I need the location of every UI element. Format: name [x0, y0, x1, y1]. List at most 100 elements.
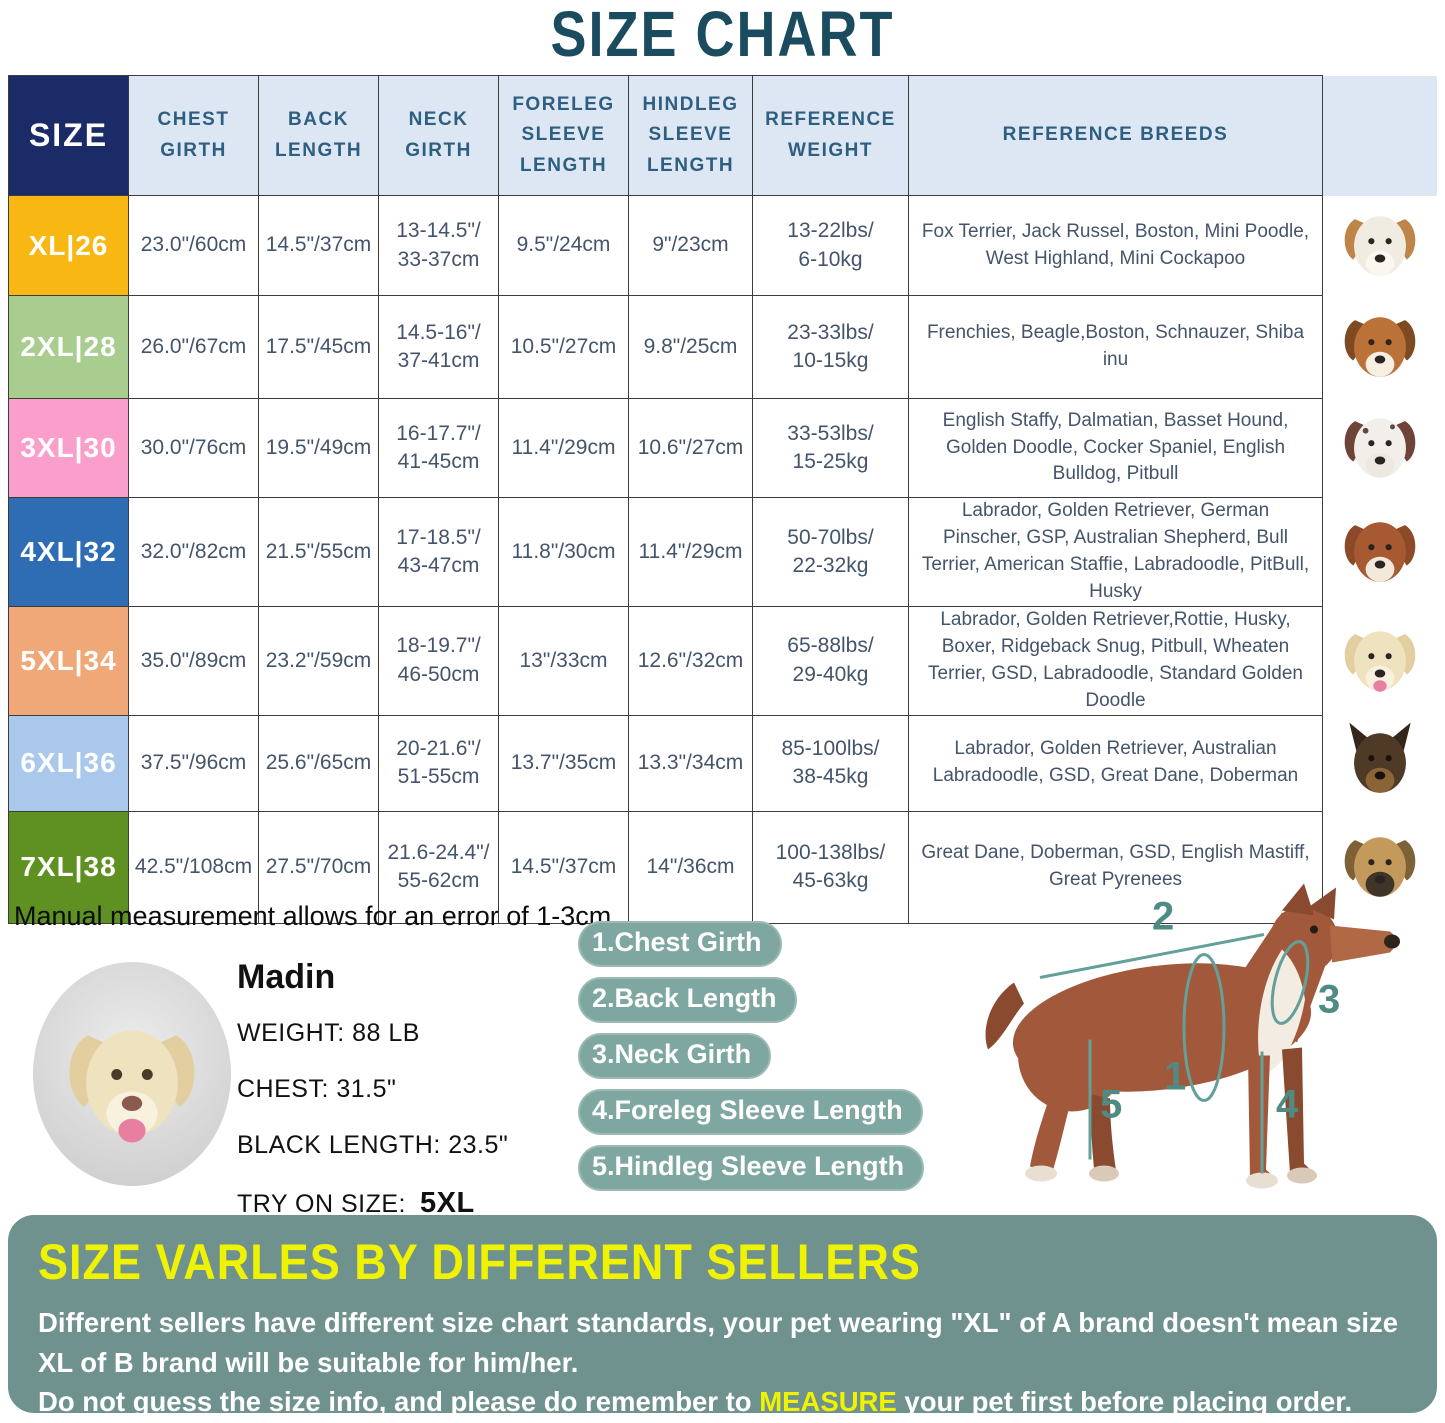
size-badge: 3XL|30 [8, 398, 129, 498]
page-title: SIZE CHART [550, 0, 895, 70]
col-header-back-length: BACK LENGTH [258, 75, 379, 196]
model-name: Madin [237, 958, 336, 996]
legend-chest-girth: 1.Chest Girth [578, 921, 782, 967]
table-row: 5XL|34 35.0"/89cm 23.2"/59cm 18-19.7"/ 4… [8, 605, 1438, 716]
col-header-chest-girth: CHEST GIRTH [128, 75, 259, 196]
size-badge: 2XL|28 [8, 295, 129, 399]
chest-girth-cell: 37.5"/96cm [128, 714, 259, 812]
labrador-photo [1344, 631, 1416, 692]
hindleg-sleeve-cell: 9.8"/25cm [628, 295, 753, 399]
diagram-number-3: 3 [1318, 978, 1340, 1022]
jack-russell-photo [1344, 215, 1416, 276]
chest-girth-loop [1182, 953, 1226, 1102]
legend-foreleg-sleeve: 4.Foreleg Sleeve Length [578, 1089, 923, 1135]
foreleg-sleeve-cell: 10.5"/27cm [498, 295, 629, 399]
great-dane-photo [1344, 837, 1416, 898]
try-on-label: TRY ON SIZE: [237, 1190, 407, 1218]
table-row: 7XL|38 42.5"/108cm 27.5"/70cm 21.6-24.4"… [8, 810, 1438, 924]
chest-girth-cell: 26.0"/67cm [128, 295, 259, 399]
chest-girth-cell: 30.0"/76cm [128, 398, 259, 498]
col-header-size: SIZE [8, 75, 129, 196]
col-header-foreleg-sleeve: FORELEG SLEEVE LENGTH [498, 75, 629, 196]
col-header-reference-breeds: REFERENCE BREEDS [908, 75, 1323, 196]
back-length-cell: 14.5"/37cm [258, 195, 379, 296]
back-length-cell: 27.5"/70cm [258, 810, 379, 924]
diagram-number-4: 4 [1276, 1083, 1299, 1127]
reference-breeds-cell: Labrador, Golden Retriever, German Pinsc… [908, 497, 1323, 607]
foreleg-sleeve-cell: 13.7"/35cm [498, 714, 629, 812]
hindleg-sleeve-cell: 10.6"/27cm [628, 398, 753, 498]
beagle-photo [1344, 317, 1416, 377]
legend-hindleg-sleeve: 5.Hindleg Sleeve Length [578, 1145, 925, 1191]
amstaff-photo [1344, 522, 1416, 582]
size-badge: XL|26 [8, 195, 129, 296]
diagram-number-2: 2 [1152, 895, 1174, 939]
model-try-on: TRY ON SIZE: 5XL [237, 1187, 508, 1220]
chest-girth-cell: 23.0"/60cm [128, 195, 259, 296]
measurement-error-note: Manual measurement allows for an error o… [14, 901, 612, 931]
dog-measurement-diagram: 2 3 1 5 4 [985, 883, 1400, 1189]
hindleg-sleeve-cell: 13.3"/34cm [628, 714, 753, 812]
german-shepherd-photo [1349, 722, 1411, 794]
size-table: SIZE CHEST GIRTH BACK LENGTH NECK GIRTH … [8, 75, 1438, 924]
notice-p2-suffix: your pet first before placing order. [896, 1386, 1353, 1418]
hindleg-sleeve-cell: 12.6"/32cm [628, 605, 753, 716]
labrador-portrait-icon [69, 1030, 195, 1143]
back-length-cell: 17.5"/45cm [258, 295, 379, 399]
size-badge: 6XL|36 [8, 714, 129, 812]
neck-girth-cell: 13-14.5"/ 33-37cm [378, 195, 499, 296]
back-length-cell: 25.6"/65cm [258, 714, 379, 812]
photo-cell [1322, 811, 1438, 924]
legend-back-length: 2.Back Length [578, 977, 797, 1023]
measure-highlight: MEASURE [759, 1386, 897, 1418]
col-header-neck-girth: NECK GIRTH [378, 75, 499, 196]
diagram-number-5: 5 [1100, 1083, 1122, 1127]
chest-girth-cell: 42.5"/108cm [128, 810, 259, 924]
size-badge: 4XL|32 [8, 497, 129, 607]
photo-cell [1322, 195, 1438, 296]
reference-breeds-cell: Frenchies, Beagle,Boston, Schnauzer, Shi… [908, 295, 1323, 399]
neck-girth-cell: 18-19.7"/ 46-50cm [378, 605, 499, 716]
foreleg-sleeve-cell: 11.4"/29cm [498, 398, 629, 498]
reference-weight-cell: 50-70lbs/ 22-32kg [752, 497, 909, 607]
reference-weight-cell: 100-138lbs/ 45-63kg [752, 810, 909, 924]
neck-girth-cell: 17-18.5"/ 43-47cm [378, 497, 499, 607]
foreleg-sleeve-cell: 9.5"/24cm [498, 195, 629, 296]
back-length-cell: 19.5"/49cm [258, 398, 379, 498]
chest-girth-cell: 35.0"/89cm [128, 605, 259, 716]
notice-p2-prefix: Do not guess the size info, and please d… [38, 1386, 760, 1418]
neck-girth-cell: 21.6-24.4"/ 55-62cm [378, 810, 499, 924]
notice-heading: SIZE VARLES BY DIFFERENT SELLERS [38, 1233, 921, 1291]
reference-breeds-cell: Fox Terrier, Jack Russel, Boston, Mini P… [908, 195, 1323, 296]
table-row: 3XL|30 30.0"/76cm 19.5"/49cm 16-17.7"/ 4… [8, 398, 1438, 498]
table-row: XL|26 23.0"/60cm 14.5"/37cm 13-14.5"/ 33… [8, 195, 1438, 296]
col-header-hindleg-sleeve: HINDLEG SLEEVE LENGTH [628, 75, 753, 196]
dalmatian-photo [1344, 418, 1416, 478]
neck-girth-cell: 14.5-16"/ 37-41cm [378, 295, 499, 399]
hindleg-sleeve-cell: 9"/23cm [628, 195, 753, 296]
back-length-line [1039, 933, 1265, 979]
legend-neck-girth: 3.Neck Girth [578, 1033, 772, 1079]
neck-girth-cell: 20-21.6"/ 51-55cm [378, 714, 499, 812]
reference-weight-cell: 65-88lbs/ 29-40kg [752, 605, 909, 716]
model-info: Madin WEIGHT: 88 LB CHEST: 31.5" BLACK L… [237, 958, 508, 1247]
notice-paragraph-1: Different sellers have different size ch… [38, 1307, 1399, 1378]
reference-weight-cell: 23-33lbs/ 10-15kg [752, 295, 909, 399]
col-header-photo-spacer [1322, 75, 1438, 196]
table-row: 4XL|32 32.0"/82cm 21.5"/55cm 17-18.5"/ 4… [8, 497, 1438, 607]
reference-breeds-cell: Labrador, Golden Retriever, Australian L… [908, 714, 1323, 812]
back-length-cell: 23.2"/59cm [258, 605, 379, 716]
try-on-size-value: 5XL [420, 1187, 475, 1219]
reference-breeds-cell: Great Dane, Doberman, GSD, English Masti… [908, 810, 1323, 924]
neck-girth-loop [1270, 940, 1310, 1025]
model-dog-photo [33, 962, 231, 1186]
table-row: 6XL|36 37.5"/96cm 25.6"/65cm 20-21.6"/ 5… [8, 714, 1438, 812]
measurement-legend: 1.Chest Girth 2.Back Length 3.Neck Girth… [578, 921, 925, 1201]
col-header-reference-weight: REFERENCE WEIGHT [752, 75, 909, 196]
reference-breeds-cell: Labrador, Golden Retriever,Rottie, Husky… [908, 605, 1323, 716]
model-weight: WEIGHT: 88 LB [237, 1019, 420, 1047]
reference-weight-cell: 85-100lbs/ 38-45kg [752, 714, 909, 812]
photo-cell [1322, 715, 1438, 812]
diagram-number-1: 1 [1164, 1055, 1186, 1099]
